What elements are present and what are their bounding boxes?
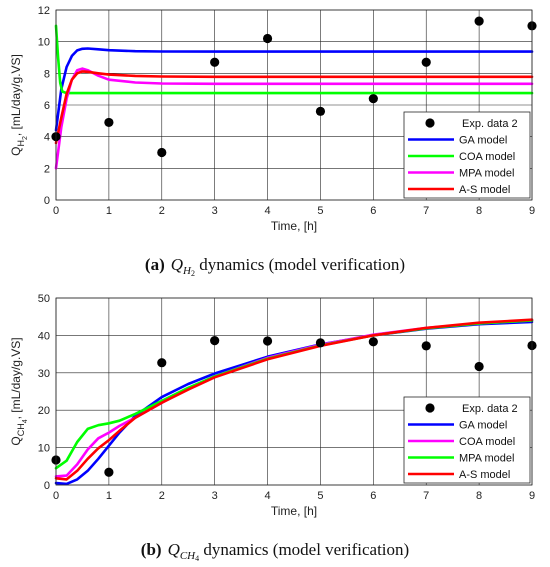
y-label-sub: H (16, 140, 26, 147)
caption-variable-subsub: 4 (195, 554, 199, 563)
y-tick-label: 6 (44, 100, 50, 112)
exp-data-point (315, 106, 326, 116)
x-tick-label: 3 (212, 205, 218, 217)
y-tick-label: 2 (44, 163, 50, 175)
x-tick-label: 6 (370, 490, 376, 502)
series-line-ga-model (54, 47, 534, 132)
exp-data-point (262, 336, 273, 346)
y-label-subsub: 2 (22, 136, 29, 140)
exp-data-point (474, 16, 484, 26)
y-tick-label: 30 (38, 368, 50, 380)
legend-label: A-S model (459, 469, 510, 481)
y-axis-label: QH2, [mL/day/g.VS] (9, 54, 29, 156)
y-tick-label: 0 (44, 195, 50, 207)
x-tick-label: 7 (423, 490, 429, 502)
y-tick-label: 4 (44, 132, 50, 144)
y-tick-label: 20 (38, 405, 50, 417)
exp-data-point (210, 57, 220, 67)
y-label-unit: , [mL/day/g.VS] (9, 337, 23, 419)
caption-variable-sub: H (182, 265, 192, 277)
caption-variable-sub: CH (180, 550, 196, 562)
figure-caption: (a) QH2 dynamics (model verification) (145, 255, 405, 278)
caption-variable-subsub: 2 (191, 269, 195, 278)
series-line-a-s-model (54, 70, 534, 145)
y-tick-label: 8 (44, 68, 50, 80)
exp-data-point (421, 341, 431, 351)
legend: Exp. data 2 GA model COA model MPA model A-S… (403, 111, 531, 199)
x-tick-label: 2 (159, 205, 165, 217)
y-tick-label: 40 (38, 330, 50, 342)
x-tick-label: 9 (529, 205, 535, 217)
y-label-sub: CH (16, 423, 26, 436)
x-tick-label: 9 (529, 490, 535, 502)
figure-caption: (b) QCH4 dynamics (model verification) (141, 540, 409, 563)
legend: Exp. data 2 GA model COA model MPA model A-S… (403, 396, 531, 484)
legend-label: GA model (459, 135, 507, 147)
legend-label-exp-data: Exp. data 2 (462, 118, 518, 130)
x-tick-label: 4 (264, 490, 270, 502)
legend-label: COA model (459, 151, 515, 163)
exp-data-point (157, 147, 167, 158)
legend-label: GA model (459, 420, 507, 432)
y-axis-label: QCH4, [mL/day/g.VS] (9, 337, 29, 445)
y-tick-label: 50 (38, 293, 50, 305)
exp-data-point (210, 336, 220, 346)
y-tick-label: 12 (38, 5, 50, 17)
legend-marker-exp-data (425, 118, 435, 128)
exp-data-point (262, 33, 273, 44)
x-tick-label: 6 (370, 205, 376, 217)
legend-label-exp-data: Exp. data 2 (462, 403, 518, 415)
legend-label: MPA model (459, 453, 514, 465)
legend-label: A-S model (459, 184, 510, 196)
series-line-a-s-model (54, 318, 534, 481)
x-tick-label: 2 (159, 490, 165, 502)
caption-variable: Q (171, 255, 183, 274)
exp-data-point (104, 117, 114, 128)
y-label-main: Q (9, 436, 23, 445)
legend-label: COA model (459, 436, 515, 448)
caption-text: dynamics (model verification) (195, 255, 405, 274)
legend-label: MPA model (459, 168, 514, 180)
exp-data-point (104, 467, 114, 477)
axes-box (55, 9, 533, 201)
exp-data-point (474, 361, 484, 372)
y-label-main: Q (9, 147, 23, 156)
exp-data-point (421, 57, 431, 67)
x-tick-label: 1 (106, 205, 112, 217)
caption-label: (a) (145, 255, 165, 274)
x-tick-label: 0 (53, 205, 59, 217)
exp-data-point (315, 338, 326, 348)
y-tick-label: 10 (38, 443, 50, 455)
y-tick-label: 10 (38, 37, 50, 49)
axes-box (55, 297, 533, 486)
x-tick-label: 7 (423, 205, 429, 217)
series-line-coa-model (54, 24, 534, 95)
x-tick-label: 0 (53, 490, 59, 502)
x-tick-label: 4 (264, 205, 270, 217)
caption-variable: Q (168, 540, 180, 559)
caption-text: dynamics (model verification) (199, 540, 409, 559)
exp-data-point (368, 94, 378, 104)
y-label-unit: , [mL/day/g.VS] (9, 54, 23, 136)
y-label-subsub: 4 (22, 419, 29, 423)
x-axis-label: Time, [h] (271, 504, 317, 518)
x-tick-label: 5 (317, 490, 323, 502)
x-tick-label: 3 (212, 490, 218, 502)
exp-data-point (368, 337, 378, 347)
x-tick-label: 8 (476, 205, 482, 217)
x-tick-label: 8 (476, 490, 482, 502)
x-tick-label: 1 (106, 490, 112, 502)
y-tick-label: 0 (44, 480, 50, 492)
caption-label: (b) (141, 540, 162, 559)
x-axis-label: Time, [h] (271, 219, 317, 233)
x-tick-label: 5 (317, 205, 323, 217)
exp-data-point (157, 358, 167, 368)
legend-marker-exp-data (425, 403, 435, 413)
